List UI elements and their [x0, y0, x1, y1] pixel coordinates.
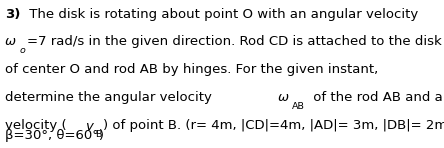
Text: =7 rad/s in the given direction. Rod CD is attached to the disk: =7 rad/s in the given direction. Rod CD … — [27, 35, 442, 48]
Text: velocity (: velocity ( — [5, 119, 67, 132]
Text: o: o — [20, 46, 26, 55]
Text: ) of point B. (r= 4m, |CD|=4m, |AD|= 3m, |DB|= 2m,: ) of point B. (r= 4m, |CD|=4m, |AD|= 3m,… — [103, 119, 444, 132]
Text: β=30°, θ=60°): β=30°, θ=60°) — [5, 129, 104, 142]
Text: ω: ω — [278, 91, 289, 104]
Text: v: v — [85, 119, 93, 132]
Text: 3): 3) — [5, 8, 21, 21]
Text: determine the angular velocity: determine the angular velocity — [5, 91, 217, 104]
Text: B: B — [95, 130, 101, 139]
Text: ω: ω — [5, 35, 16, 48]
Text: AB: AB — [292, 102, 305, 111]
Text: of the rod AB and absolute: of the rod AB and absolute — [309, 91, 444, 104]
Text: of center O and rod AB by hinges. For the given instant,: of center O and rod AB by hinges. For th… — [5, 63, 379, 76]
Text: The disk is rotating about point O with an angular velocity: The disk is rotating about point O with … — [25, 8, 418, 21]
